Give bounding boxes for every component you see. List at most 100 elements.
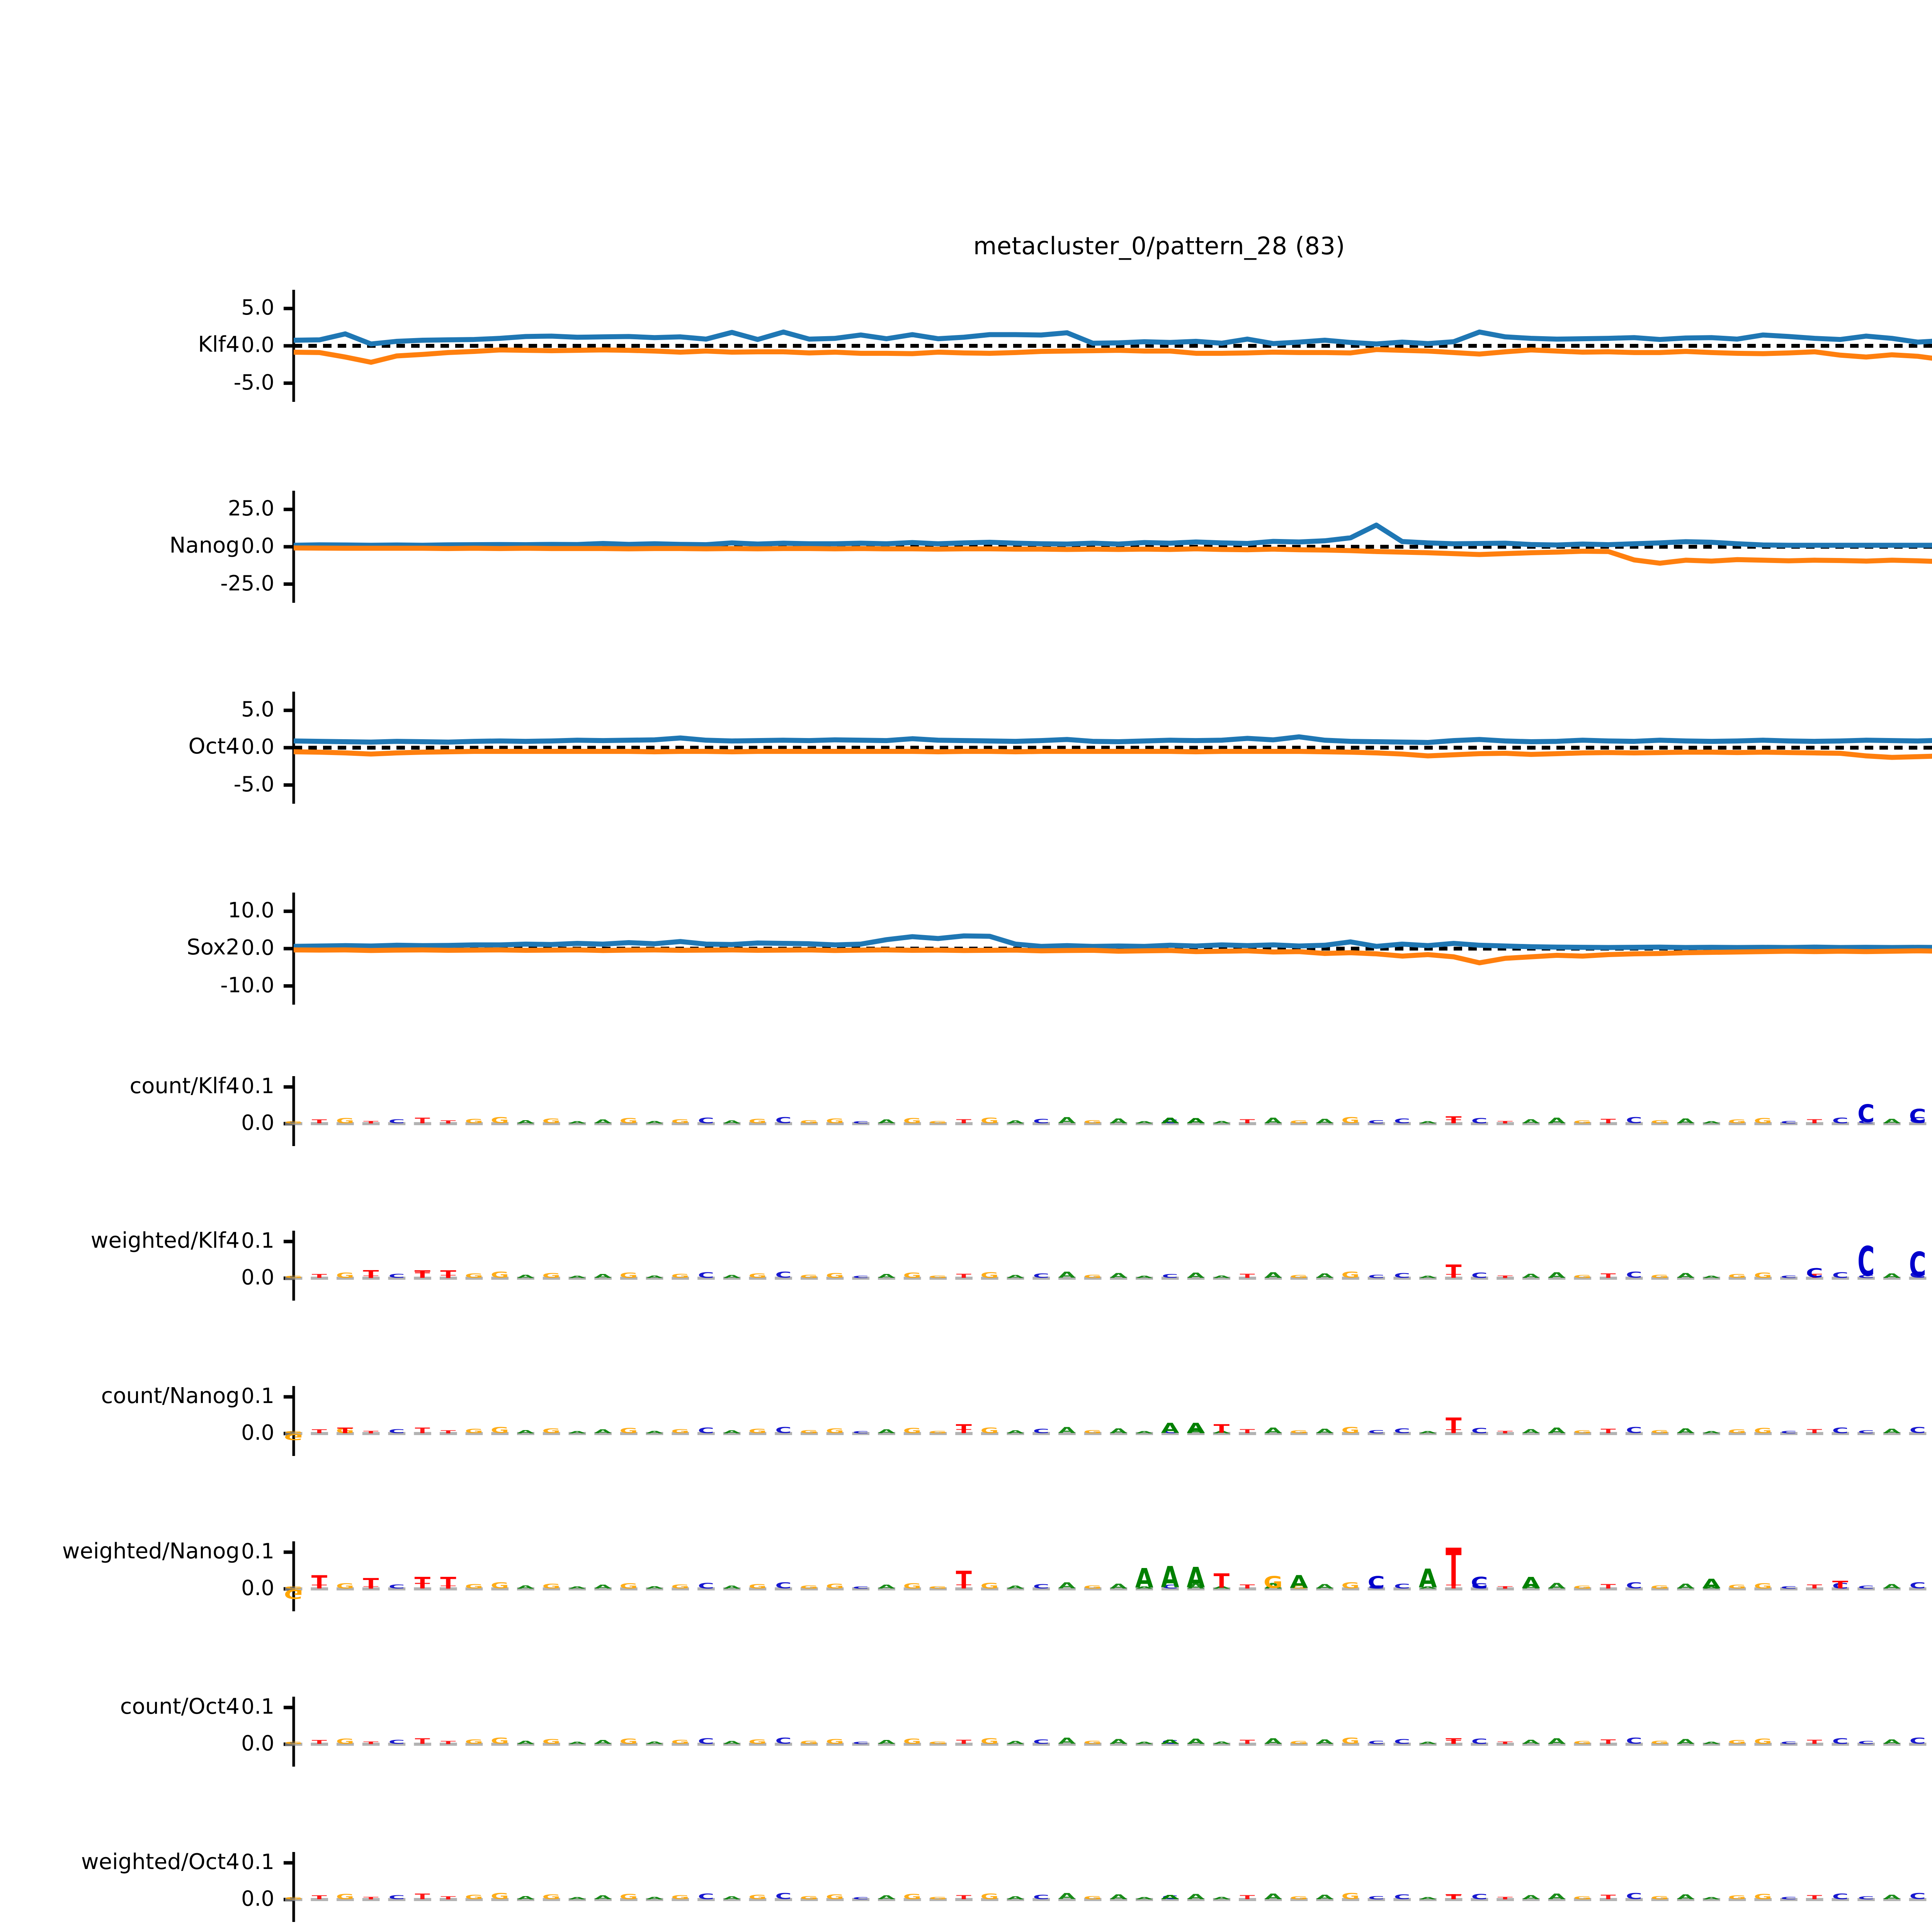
logo-letter-A: A [1290, 1571, 1308, 1592]
svg-text:T: T [440, 1269, 456, 1280]
svg-text:A: A [1110, 1117, 1127, 1125]
logo-letter-C: C [775, 1270, 791, 1280]
svg-text:T: T [363, 1896, 378, 1900]
logo-letter-C: C [775, 1581, 791, 1590]
svg-text:G: G [1083, 1895, 1102, 1900]
logo-letter-A: A [1187, 1427, 1204, 1435]
logo-letter-T: T [1240, 1273, 1255, 1279]
svg-text:T: T [956, 1894, 972, 1901]
logo-letter-G: G [542, 1272, 560, 1279]
svg-text:G: G [1728, 1739, 1746, 1745]
logo-letter-A: A [517, 1895, 534, 1900]
logo-letter-A: A [1703, 1896, 1720, 1900]
svg-text:T: T [312, 1119, 327, 1124]
svg-text:G: G [1341, 1736, 1359, 1746]
logo-letter-G: G [1754, 1582, 1772, 1590]
svg-text:C: C [388, 1739, 405, 1745]
svg-text:G: G [1290, 1120, 1308, 1124]
logo-letter-C: C [1033, 1118, 1049, 1125]
logo-letter-C: C [1910, 1892, 1926, 1901]
svg-text:A: A [1136, 1586, 1153, 1589]
svg-text:G: G [903, 1737, 921, 1745]
svg-text:T: T [956, 1566, 972, 1594]
logo-letter-G: G [929, 1120, 947, 1124]
svg-text:G: G [619, 1427, 638, 1435]
svg-text:C: C [1626, 1426, 1642, 1435]
svg-text:C: C [1832, 1116, 1848, 1125]
logo-letter-G: G [1341, 1426, 1359, 1435]
svg-text:T: T [415, 1269, 431, 1280]
logo-letter-C: C [775, 1426, 791, 1435]
svg-text:C: C [1162, 1895, 1178, 1900]
logo-letter-A: A [517, 1584, 534, 1590]
svg-text:G: G [1754, 1893, 1772, 1901]
svg-text:T: T [1446, 1414, 1462, 1437]
svg-text:A: A [1058, 1426, 1076, 1435]
logo-letter-G: G [1083, 1274, 1102, 1279]
svg-text:T: T [415, 1574, 431, 1592]
logo-letter-A: A [1187, 1271, 1204, 1279]
svg-text:G: G [748, 1272, 767, 1279]
svg-text:A: A [594, 1429, 612, 1434]
svg-text:A: A [1548, 1116, 1566, 1125]
svg-text:G: G [1264, 1573, 1283, 1592]
logo-letter-A: A [1703, 1121, 1720, 1124]
svg-text:T: T [1446, 1895, 1461, 1900]
svg-text:T: T [312, 1429, 327, 1434]
svg-text:A: A [1007, 1430, 1024, 1434]
svg-text:A: A [517, 1429, 534, 1434]
logo-letter-C: C [1368, 1119, 1384, 1124]
svg-text:T: T [1214, 1570, 1230, 1592]
svg-text:A: A [1110, 1738, 1127, 1745]
svg-text:G: G [619, 1271, 638, 1279]
svg-text:G: G [542, 1738, 560, 1745]
svg-text:G: G [1341, 1270, 1359, 1280]
profile-plot-nanog [284, 491, 1932, 603]
svg-text:A: A [1058, 1892, 1076, 1901]
logo-letter-C: C [388, 1739, 405, 1745]
svg-text:G: G [929, 1120, 947, 1124]
logo-letter-T: T [956, 1118, 972, 1125]
logo-letter-C: C [1832, 1116, 1848, 1125]
contrib-ytick-zero-4: 0.0 [241, 1731, 274, 1755]
svg-text:T: T [1601, 1894, 1616, 1901]
svg-text:A: A [594, 1895, 612, 1900]
contrib-ytick-zero-3: 0.0 [241, 1576, 274, 1600]
logo-letter-C: C [1626, 1426, 1642, 1435]
svg-text:C: C [388, 1273, 405, 1279]
svg-text:G: G [748, 1738, 767, 1745]
logo-letter-G: G [826, 1893, 844, 1901]
svg-text:G: G [465, 1428, 483, 1435]
logo-letter-G: G [491, 1581, 509, 1590]
svg-text:G: G [465, 1118, 483, 1125]
ytick-sox2: 10.0 [228, 898, 274, 923]
logo-letter-A: A [1187, 1582, 1204, 1590]
logo-letter-A: A [1677, 1893, 1694, 1901]
logo-letter-C: C [388, 1894, 405, 1901]
svg-text:T: T [1446, 1537, 1461, 1598]
logo-letter-G: G [336, 1427, 354, 1435]
svg-text:G: G [826, 1582, 844, 1590]
logo-letter-C: C [698, 1582, 714, 1590]
svg-text:G: G [1083, 1119, 1102, 1124]
logo-letter-T: T [1807, 1118, 1822, 1125]
logo-letter-C: C [1910, 1116, 1926, 1125]
logo-letter-A: A [1213, 1120, 1230, 1124]
logo-letter-G: G [1651, 1740, 1669, 1745]
logo-letter-G: G [929, 1741, 947, 1745]
logo-letter-A: A [594, 1429, 612, 1434]
svg-text:T: T [1601, 1428, 1616, 1435]
logo-letter-C: C [1781, 1741, 1797, 1745]
svg-text:C: C [775, 1270, 791, 1280]
svg-text:G: G [1651, 1274, 1669, 1279]
logo-letter-A: A [1213, 1741, 1230, 1745]
logo-letter-A: A [1187, 1420, 1205, 1436]
logo-letter-G: G [1728, 1895, 1746, 1900]
logo-letter-A: A [723, 1896, 741, 1900]
logo-letter-G: G [980, 1271, 998, 1280]
logo-letter-A: A [1007, 1585, 1024, 1590]
logo-letter-T: T [1601, 1272, 1616, 1279]
logo-letter-G: G [826, 1427, 844, 1435]
svg-text:T: T [956, 1422, 972, 1436]
svg-text:G: G [748, 1894, 767, 1901]
